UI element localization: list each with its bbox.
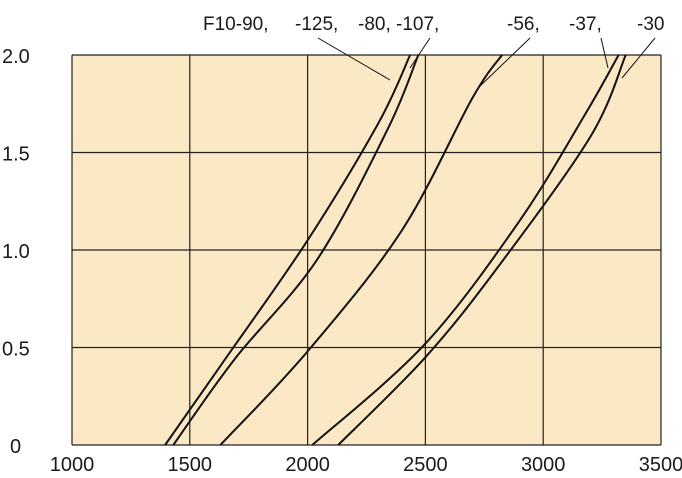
leader-line-1 — [409, 37, 431, 69]
series-line-0 — [164, 54, 412, 446]
series-label-125: -125, — [295, 14, 338, 35]
x-tick-label-1000: 1000 — [50, 454, 95, 476]
x-tick-label-3000: 3000 — [521, 454, 566, 476]
leader-line-2 — [477, 37, 531, 89]
leader-line-0 — [317, 37, 391, 81]
y-tick-label-0: 0 — [10, 436, 21, 458]
series-label-f10-90: F10-90, — [203, 14, 268, 35]
series-label-37: -37, — [569, 14, 602, 35]
series-line-4 — [337, 54, 627, 446]
series-label-56: -56, — [507, 14, 540, 35]
label-leader-lines — [317, 37, 656, 89]
leader-line-3 — [600, 37, 609, 69]
leader-line-4 — [621, 37, 656, 79]
y-tick-labels: 0 0.5 1.0 1.5 2.0 — [2, 46, 30, 458]
series-label-80-107: -80, -107, — [358, 14, 439, 35]
series-lines — [164, 54, 627, 446]
series-line-3 — [311, 54, 620, 446]
y-tick-label-3: 1.5 — [2, 144, 30, 166]
series-label-30: -30 — [637, 14, 664, 35]
y-tick-label-1: 0.5 — [2, 339, 30, 361]
x-tick-label-3500: 3500 — [639, 454, 682, 476]
x-tick-label-2500: 2500 — [403, 454, 448, 476]
y-tick-label-4: 2.0 — [2, 46, 30, 68]
series-line-2 — [219, 54, 503, 446]
y-tick-label-2: 1.0 — [2, 241, 30, 263]
series-line-1 — [172, 54, 420, 446]
x-tick-label-1500: 1500 — [168, 454, 213, 476]
x-tick-labels: 1000 1500 2000 2500 3000 3500 — [50, 454, 682, 476]
x-tick-label-2000: 2000 — [285, 454, 330, 476]
